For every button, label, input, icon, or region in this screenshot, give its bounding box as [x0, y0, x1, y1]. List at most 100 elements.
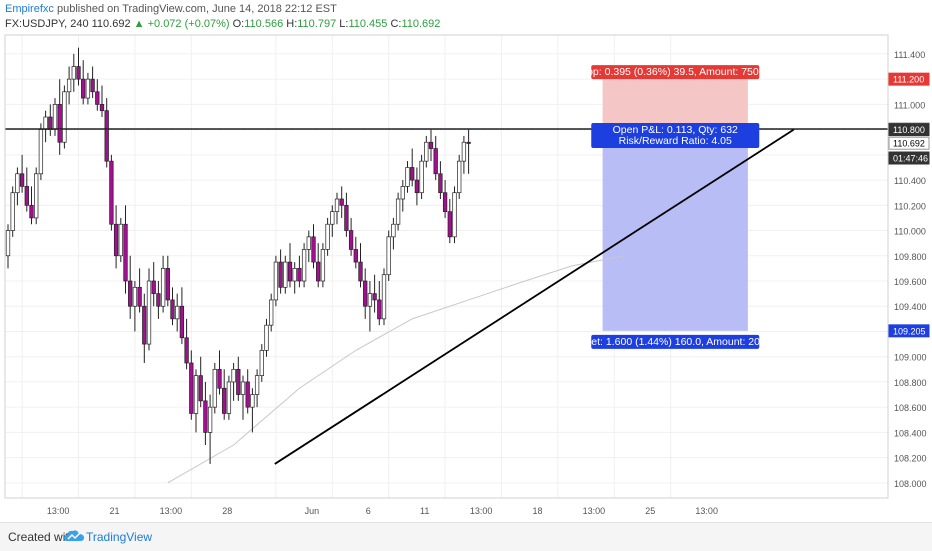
- price-tag: [888, 151, 930, 165]
- price-tag: [888, 123, 930, 137]
- overlay-lines: [5, 128, 888, 465]
- candle-body-up: [132, 286, 138, 307]
- author-link[interactable]: Empirefxc: [5, 3, 54, 15]
- candle-body-up: [395, 198, 401, 225]
- x-tick-label: 11: [420, 506, 429, 516]
- candle-body-down: [24, 186, 29, 206]
- candle-body-up: [193, 375, 199, 414]
- candle-body-down: [184, 337, 189, 364]
- stop-zone: [602, 79, 748, 129]
- y-tick-label: 110.200: [894, 201, 926, 211]
- candle-body-up: [452, 192, 457, 238]
- candle-body-down: [363, 280, 368, 307]
- candle-body-down: [57, 104, 62, 143]
- candle-body-up: [306, 236, 311, 250]
- candle-body-up: [10, 192, 15, 231]
- candle-body-up: [5, 230, 11, 257]
- stop-label-text: Stop: 0.395 (0.36%) 39.5, Amount: 750.36: [577, 66, 773, 78]
- candle-body-up: [264, 324, 269, 351]
- candle-body-up: [259, 350, 264, 376]
- candle-body-down: [287, 261, 293, 282]
- x-tick-label: 6: [366, 506, 371, 516]
- candle-body-down: [438, 173, 443, 194]
- candle-body-down: [165, 268, 170, 301]
- candle-body-up: [38, 129, 44, 175]
- candle-body-down: [90, 78, 95, 93]
- candle-body-down: [151, 280, 156, 294]
- candle-body-up: [320, 249, 326, 282]
- candle-body-up: [400, 186, 405, 200]
- candle-body-up: [381, 274, 387, 320]
- candle-body-up: [367, 293, 373, 307]
- candle-body-down: [142, 305, 147, 345]
- candle-body-down: [113, 223, 119, 257]
- price-chart[interactable]: Stop: 0.395 (0.36%) 39.5, Amount: 750.36…: [0, 0, 932, 522]
- candle-body-up: [457, 160, 462, 194]
- candle-body-down: [179, 305, 185, 339]
- candle-body-down: [29, 204, 34, 219]
- candle-body-up: [212, 368, 217, 408]
- candle-body-up: [240, 381, 246, 395]
- candle-body-up: [273, 261, 279, 301]
- candle-body-down: [137, 286, 142, 307]
- candle-body-up: [146, 280, 152, 345]
- candle-body-up: [391, 223, 396, 238]
- candle-body-up: [52, 104, 58, 130]
- candle-body-down: [222, 387, 227, 414]
- tradingview-brand-link[interactable]: TradingView: [86, 530, 153, 544]
- y-tick-label: 109.000: [894, 353, 927, 363]
- open-value: 110.566: [244, 18, 284, 30]
- candle-body-up: [386, 236, 391, 276]
- close-label: C:: [390, 18, 402, 30]
- candle-body-up: [207, 406, 213, 433]
- y-tick-label: 110.000: [894, 227, 926, 237]
- pnl-label-text: Risk/Reward Ratio: 4.05: [619, 135, 732, 147]
- y-tick-label: 111.000: [894, 100, 925, 110]
- position-labels: Stop: 0.395 (0.36%) 39.5, Amount: 750.36…: [571, 65, 780, 349]
- x-tick-label: 13:00: [47, 506, 70, 516]
- x-tick-label: 25: [645, 506, 655, 516]
- candle-body-up: [66, 78, 72, 93]
- candle-body-up: [254, 375, 260, 395]
- low-label: L:: [339, 18, 349, 30]
- candle-body-down: [128, 280, 133, 307]
- candle-body-up: [292, 268, 297, 282]
- candle-body-down: [104, 110, 109, 162]
- symbol-timeframe: FX:USDJPY, 240: [5, 18, 89, 30]
- y-tick-label: 108.600: [894, 403, 927, 413]
- high-label: H:: [286, 18, 298, 30]
- candle-body-up: [62, 91, 67, 143]
- candle-body-up: [405, 167, 410, 187]
- candle-body-down: [410, 167, 415, 181]
- price-tag-text: 110.692: [893, 139, 925, 149]
- candle-body-up: [85, 78, 91, 99]
- candle-body-up: [301, 249, 307, 282]
- candle-body-down: [348, 230, 354, 250]
- price-tag: [888, 324, 930, 338]
- candle-body-down: [189, 362, 194, 414]
- candle-body-down: [344, 204, 349, 231]
- candle-body-down: [76, 66, 81, 80]
- candle-body-down: [414, 179, 420, 194]
- high-value: 110.797: [297, 18, 337, 30]
- stop-label: Stop: 0.395 (0.36%) 39.5, Amount: 750.36: [577, 65, 773, 80]
- y-tick-label: 108.000: [894, 479, 927, 489]
- candle-body-down: [99, 104, 105, 112]
- candle-body-down: [109, 160, 114, 225]
- axes: 108.000 108.200 108.400 108.600 108.800 109.0…: [4, 34, 930, 516]
- y-tick-label: 110.400: [894, 176, 926, 186]
- candle-body-up: [15, 173, 20, 194]
- candle-body-up: [424, 141, 429, 162]
- candle-body-down: [19, 173, 25, 187]
- pnl-label-text: Open P&L: 0.113, Qty: 632: [613, 124, 738, 136]
- change-arrow-icon: ▲: [133, 18, 145, 30]
- candle-body-down: [236, 368, 241, 395]
- open-label: O:: [232, 18, 245, 30]
- price-tag: [888, 72, 930, 86]
- candle-body-up: [325, 223, 330, 250]
- pnl-label-bg: [591, 122, 760, 148]
- price-tag-text: 111.200: [893, 75, 924, 85]
- x-tick-label: 28: [222, 506, 232, 516]
- created-with-text: Created with: [8, 530, 76, 544]
- y-tick-label: 111.400: [894, 50, 925, 60]
